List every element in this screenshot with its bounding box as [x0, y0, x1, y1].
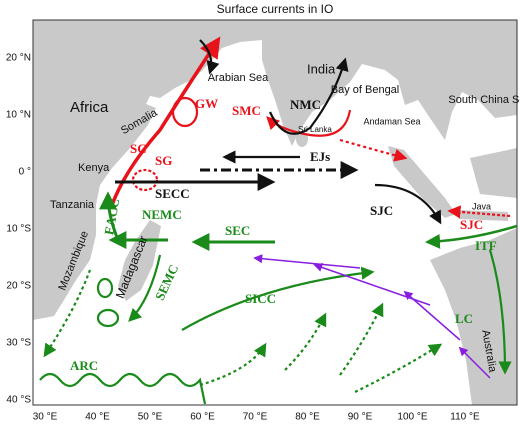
- lon-label: 90 °E: [348, 412, 373, 423]
- current-label: SEC: [225, 223, 250, 238]
- currents: [39, 36, 518, 405]
- current-label: SECC: [155, 186, 190, 201]
- dotted-flow: [199, 342, 267, 387]
- sjc-red: [447, 205, 511, 219]
- arabian-current: [199, 39, 220, 75]
- sicc-path: [181, 266, 375, 331]
- map-frame: [32, 19, 518, 406]
- southern-gyre: [131, 168, 159, 192]
- region-label: South China Sea: [448, 94, 520, 106]
- region-label: Africa: [70, 99, 109, 116]
- sjc-black: [374, 183, 442, 225]
- india-asia: [262, 20, 517, 146]
- lat-label: 20 °N: [6, 53, 31, 64]
- current-label: NEMC: [142, 207, 182, 222]
- dotted-flow: [284, 312, 327, 371]
- current-label: EACC: [101, 197, 122, 236]
- mozambique-path: [43, 269, 92, 358]
- lat-label: 40 °S: [6, 395, 31, 406]
- current-label: SICC: [245, 291, 276, 306]
- current-label: LC: [455, 311, 473, 326]
- current-label: SC: [130, 141, 147, 156]
- current-label: NMC: [290, 97, 321, 112]
- dotted-flow: [354, 343, 443, 393]
- current-label: SG: [155, 153, 172, 168]
- lon-label: 30 °E: [33, 412, 58, 423]
- lat-label: 20 °S: [6, 281, 31, 292]
- region-label: Tanzania: [50, 199, 95, 211]
- current-label: SJC: [460, 217, 483, 232]
- region-label: Andaman Sea: [363, 116, 420, 126]
- itf-path: [425, 224, 518, 249]
- axis-labels: 30 °E 40 °E 50 °E 60 °E 70 °E 80 °E 90 °E 100 °…: [6, 53, 480, 423]
- region-label: Java: [472, 201, 491, 211]
- lon-label: 50 °E: [138, 412, 163, 423]
- arc-path: [39, 372, 207, 405]
- sumatra: [388, 146, 456, 218]
- lat-label: 30 °S: [6, 338, 31, 349]
- eddy: [96, 308, 120, 328]
- great-whirl: [171, 96, 199, 128]
- region-label: Kenya: [78, 162, 110, 174]
- purple-flow: [458, 346, 491, 379]
- title: Surface currents in IO: [217, 2, 334, 16]
- lon-label: 110 °E: [450, 412, 480, 423]
- current-label: EJs: [310, 149, 330, 164]
- lon-label: 100 °E: [397, 412, 427, 423]
- region-label: Arabian Sea: [208, 72, 269, 84]
- nmc-path: [268, 57, 349, 135]
- eddy: [96, 277, 114, 299]
- lc-path: [488, 249, 512, 375]
- lat-label: 10 °S: [6, 224, 31, 235]
- lon-label: 70 °E: [243, 412, 268, 423]
- borneo: [470, 148, 517, 198]
- region-label: India: [307, 61, 336, 76]
- lat-label: 10 °N: [6, 110, 31, 121]
- current-label: GW: [195, 96, 218, 111]
- current-label: ITF: [475, 238, 497, 253]
- current-label: SMC: [232, 103, 261, 118]
- current-label: ARC: [70, 358, 98, 373]
- smc-dotted: [339, 138, 408, 162]
- semc-path: [128, 254, 162, 322]
- australia: [430, 228, 517, 405]
- current-label: SJC: [370, 203, 393, 218]
- lat-label: 0 °: [19, 167, 31, 178]
- lon-label: 40 °E: [85, 412, 110, 423]
- purple-flow: [253, 254, 361, 269]
- dotted-flow: [339, 302, 384, 376]
- purple-flow: [403, 290, 461, 341]
- region-label: Sri Lanka: [298, 125, 332, 134]
- lon-label: 80 °E: [295, 412, 320, 423]
- africa-arabia: [33, 20, 262, 320]
- lon-label: 60 °E: [190, 412, 215, 423]
- region-label: Bay of Bengal: [331, 84, 400, 96]
